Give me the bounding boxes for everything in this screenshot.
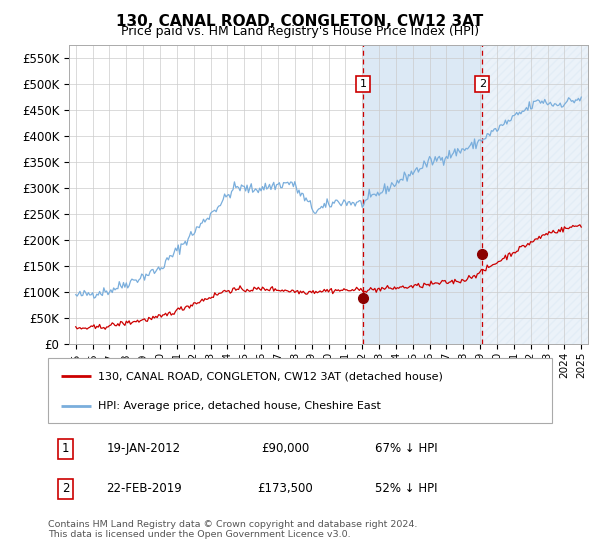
Text: 2: 2: [479, 79, 486, 89]
Text: 52% ↓ HPI: 52% ↓ HPI: [374, 482, 437, 496]
Text: 19-JAN-2012: 19-JAN-2012: [107, 442, 181, 455]
Text: £173,500: £173,500: [257, 482, 313, 496]
Text: Price paid vs. HM Land Registry's House Price Index (HPI): Price paid vs. HM Land Registry's House …: [121, 25, 479, 38]
Bar: [363, 45, 482, 344]
Text: £90,000: £90,000: [261, 442, 309, 455]
Text: 22-FEB-2019: 22-FEB-2019: [106, 482, 182, 496]
Text: 1: 1: [359, 79, 367, 89]
Bar: [482, 45, 588, 344]
Text: 2: 2: [62, 482, 70, 496]
Text: 130, CANAL ROAD, CONGLETON, CW12 3AT: 130, CANAL ROAD, CONGLETON, CW12 3AT: [116, 14, 484, 29]
Text: 67% ↓ HPI: 67% ↓ HPI: [374, 442, 437, 455]
Text: 1: 1: [62, 442, 70, 455]
Text: HPI: Average price, detached house, Cheshire East: HPI: Average price, detached house, Ches…: [98, 401, 381, 411]
FancyBboxPatch shape: [48, 358, 552, 423]
Text: 130, CANAL ROAD, CONGLETON, CW12 3AT (detached house): 130, CANAL ROAD, CONGLETON, CW12 3AT (de…: [98, 371, 443, 381]
Text: Contains HM Land Registry data © Crown copyright and database right 2024.
This d: Contains HM Land Registry data © Crown c…: [48, 520, 418, 539]
